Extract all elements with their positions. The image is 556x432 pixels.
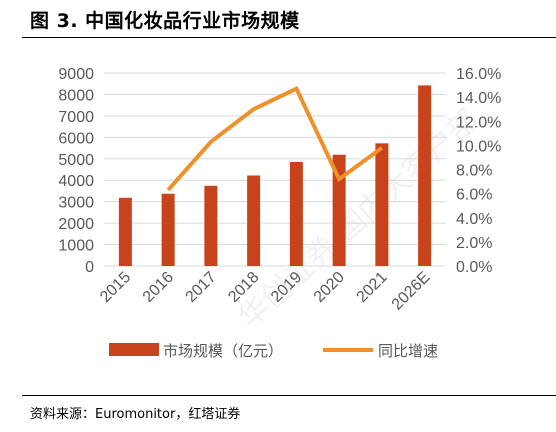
source-rule [22,395,556,396]
left-tick-label: 7000 [58,109,94,126]
right-axis-labels: 0.0% 2.0% 4.0% 6.0% 8.0% 10.0% 12.0% 14.0% 16.0% [456,66,501,276]
bar [289,161,303,266]
left-tick-label: 0 [85,259,94,276]
growth-line [166,86,384,192]
left-tick-label: 3000 [58,195,94,212]
x-tick-label: 2017 [183,269,220,306]
right-tick-label: 16.0% [456,66,501,83]
bar [204,185,218,266]
title-rule [22,37,556,38]
left-tick-label: 6000 [58,130,94,147]
bar-series [118,85,432,266]
x-tick-label: 2016 [140,269,177,306]
right-tick-label: 2.0% [456,235,492,252]
legend-bar-swatch [109,343,159,356]
legend-bar-label: 市场规模（亿元） [163,343,283,360]
right-tick-label: 12.0% [456,114,501,131]
right-tick-label: 8.0% [456,163,492,180]
left-tick-label: 5000 [58,152,94,169]
legend: 市场规模（亿元） 同比增速 [109,343,438,360]
bar [247,175,261,266]
left-tick-label: 1000 [58,238,94,255]
figure-title: 图 3. 中国化妆品行业市场规模 [30,10,300,32]
source-note: 资料来源：Euromonitor，红塔证券 [30,407,241,422]
right-tick-label: 14.0% [456,90,501,107]
x-tick-label: 2021 [354,269,391,306]
bar [118,197,132,266]
bar [418,85,432,266]
left-tick-label: 4000 [58,173,94,190]
left-axis-labels: 0 1000 2000 3000 4000 5000 6000 7000 8000 9000 [58,66,94,276]
x-tick-label: 2026E [389,269,434,314]
gridlines [104,72,446,267]
x-tick-label: 2015 [97,269,134,306]
left-tick-label: 8000 [58,87,94,104]
right-tick-label: 10.0% [456,138,501,155]
line-series [166,86,384,192]
legend-line-label: 同比增速 [378,343,438,360]
bar [332,154,346,266]
bar [375,143,389,266]
right-tick-label: 0.0% [456,259,492,276]
right-tick-label: 6.0% [456,187,492,204]
left-tick-label: 2000 [58,216,94,233]
left-tick-label: 9000 [58,66,94,83]
bar [161,193,175,266]
right-tick-label: 4.0% [456,211,492,228]
